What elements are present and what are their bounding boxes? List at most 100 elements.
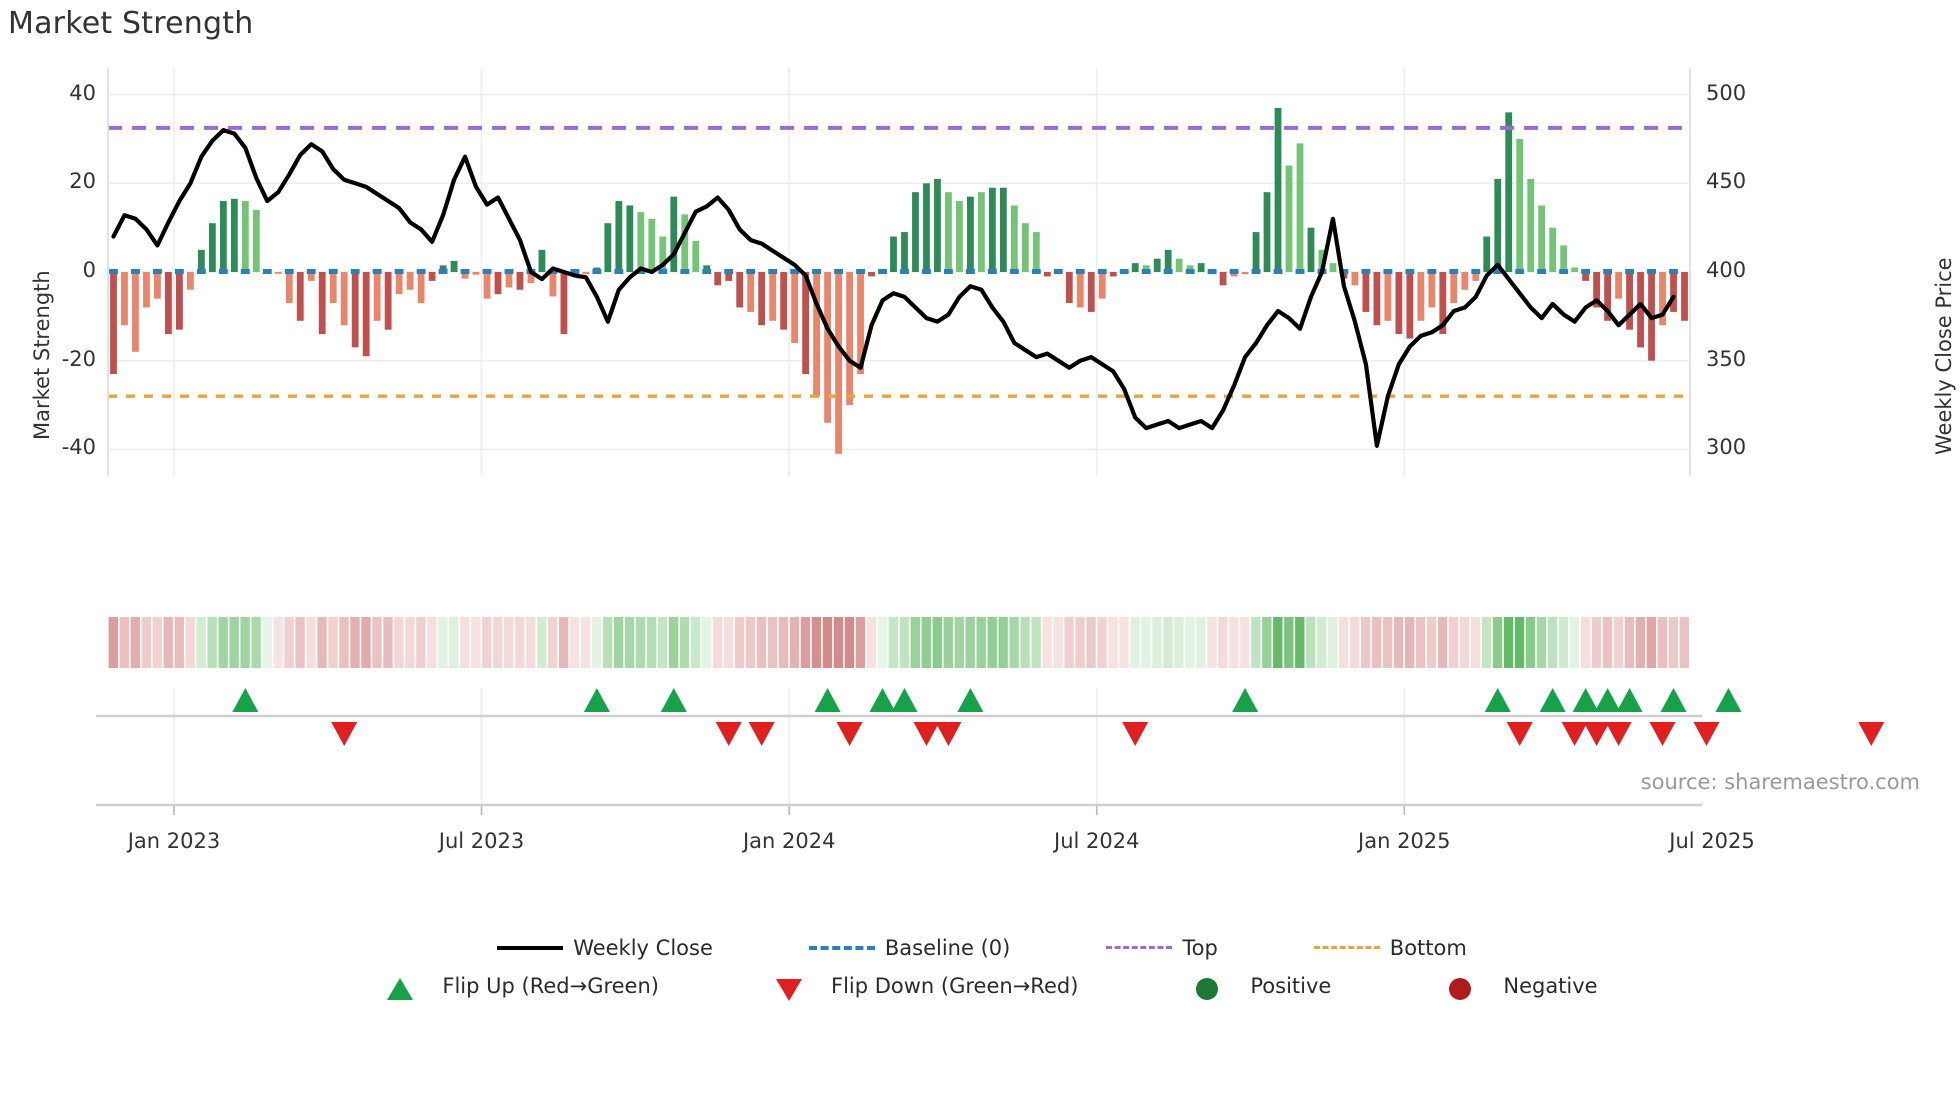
strength-bars <box>110 107 1688 454</box>
y-axis-right-tick: 450 <box>1706 169 1747 194</box>
strength-bar <box>967 196 974 272</box>
x-axis-tick: Jul 2025 <box>1669 829 1755 853</box>
flip-up-marker <box>1660 688 1687 712</box>
strength-bar <box>1296 143 1304 272</box>
heatmap-cell <box>1514 617 1525 668</box>
dash-glyph <box>808 946 875 950</box>
dotted-line-icon <box>1102 933 1176 963</box>
strength-bar <box>1142 265 1150 272</box>
strength-bar <box>846 272 853 406</box>
strength-bar <box>1098 272 1106 299</box>
heatmap-cell <box>1426 617 1437 668</box>
flip-up-marker <box>1484 688 1511 712</box>
strength-bar <box>1010 205 1018 272</box>
flip-markers <box>232 688 1885 746</box>
legend-item[interactable]: Weekly Close <box>493 928 713 968</box>
flip-down-marker <box>1122 722 1149 746</box>
heatmap-cell <box>987 617 997 668</box>
strength-bar <box>648 218 656 272</box>
heatmap-cell <box>1207 617 1217 668</box>
flip-up-marker <box>660 688 687 712</box>
baseline-segment <box>878 269 887 274</box>
heatmap-cell <box>778 617 789 668</box>
flip-down-marker <box>1561 722 1588 746</box>
legend-item[interactable]: Top <box>1102 928 1218 968</box>
strength-bar <box>857 272 864 374</box>
baseline-segment <box>1581 269 1591 274</box>
strength-bar <box>1032 232 1040 272</box>
heatmap-cell <box>207 617 217 668</box>
heatmap-cell <box>1295 617 1305 668</box>
strength-bar <box>197 249 205 272</box>
strength-bar <box>132 272 139 352</box>
heatmap-cell <box>734 617 745 668</box>
strength-bar <box>1428 272 1436 308</box>
strength-bar <box>1076 272 1084 308</box>
baseline-segment <box>636 269 646 274</box>
heatmap-cell <box>559 617 569 668</box>
heatmap-cell <box>866 617 877 668</box>
strength-bar <box>318 272 326 335</box>
legend-item[interactable]: Positive <box>1170 966 1331 1006</box>
baseline-segment <box>790 269 800 274</box>
heatmap-cell <box>1602 617 1613 668</box>
strength-bar <box>934 178 941 272</box>
legend-item[interactable]: Baseline (0) <box>805 928 1010 968</box>
heatmap-cell <box>108 617 118 668</box>
baseline-segment <box>987 269 997 274</box>
circle-glyph <box>1449 978 1472 1000</box>
strength-heatmap-strip <box>108 617 1689 668</box>
baseline-segment <box>1053 269 1063 274</box>
baseline-segment <box>218 269 228 274</box>
heatmap-cell <box>1481 617 1492 668</box>
baseline-segment <box>196 269 206 274</box>
x-axis-tick: Jul 2023 <box>438 829 525 853</box>
heatmap-cell <box>899 617 909 668</box>
legend-item[interactable]: Negative <box>1423 966 1598 1006</box>
legend-item[interactable]: Flip Up (Red→Green) <box>362 966 659 1006</box>
heatmap-cell <box>1064 617 1074 668</box>
strength-bar <box>758 272 766 326</box>
strength-bar <box>1186 265 1194 272</box>
strength-bar <box>945 192 952 272</box>
baseline-segment <box>1229 269 1239 274</box>
baseline-segment <box>175 269 184 274</box>
legend-label: Flip Up (Red→Green) <box>442 974 659 998</box>
heatmap-cell <box>570 617 580 668</box>
legend-item[interactable]: Bottom <box>1310 928 1467 968</box>
strength-bar <box>791 272 799 343</box>
strength-bar <box>494 272 502 295</box>
baseline-segment <box>1669 269 1678 274</box>
heatmap-cell <box>1317 617 1327 668</box>
strength-bar <box>582 272 590 275</box>
heatmap-cell <box>943 617 953 668</box>
heatmap-cell <box>119 617 129 668</box>
strength-bar <box>813 272 821 397</box>
strength-bar <box>956 201 963 272</box>
heatmap-cell <box>262 617 272 668</box>
heatmap-cell <box>1492 617 1503 668</box>
baseline-segment <box>504 269 514 274</box>
strength-bar <box>1351 272 1359 286</box>
heatmap-cell <box>877 617 888 668</box>
baseline-segment <box>1163 269 1173 274</box>
flip-down-marker <box>715 722 742 746</box>
baseline-segment <box>1405 269 1415 274</box>
strength-bar <box>1593 272 1601 308</box>
baseline-segment <box>109 269 118 274</box>
heatmap-cell <box>361 617 371 668</box>
strength-bar <box>395 272 403 295</box>
baseline-segment <box>966 269 975 274</box>
chart-legend: Weekly Close Baseline (0) Top Bottom Flip U… <box>0 925 1960 1035</box>
legend-row-primary: Weekly Close Baseline (0) Top Bottom <box>0 925 1960 971</box>
heatmap-cell <box>1525 617 1536 668</box>
baseline-segment <box>394 269 404 274</box>
legend-label: Baseline (0) <box>884 936 1011 960</box>
heatmap-cell <box>1679 617 1689 668</box>
legend-item[interactable]: Flip Down (Green→Red) <box>751 966 1078 1006</box>
heatmap-cell <box>1415 617 1426 668</box>
flip-down-marker <box>836 722 863 746</box>
strength-bar <box>637 212 645 272</box>
circle-glyph <box>1196 978 1219 1000</box>
